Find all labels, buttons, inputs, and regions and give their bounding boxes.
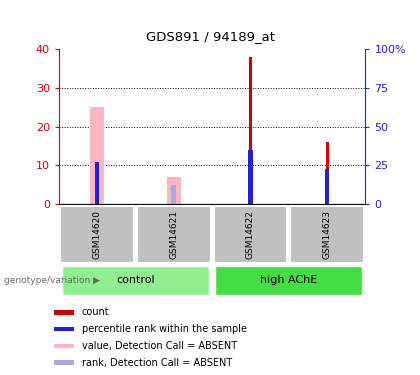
- Bar: [214, 206, 287, 263]
- Text: percentile rank within the sample: percentile rank within the sample: [82, 324, 247, 334]
- Text: GDS891 / 94189_at: GDS891 / 94189_at: [145, 30, 275, 43]
- Bar: [290, 206, 364, 263]
- Bar: [325, 170, 329, 204]
- Text: high AChE: high AChE: [260, 275, 318, 285]
- Text: GSM14621: GSM14621: [169, 210, 178, 259]
- Bar: [54, 310, 74, 315]
- Bar: [248, 150, 253, 204]
- Text: control: control: [116, 275, 155, 285]
- Bar: [326, 142, 328, 204]
- Bar: [95, 162, 100, 204]
- Bar: [137, 206, 210, 263]
- Bar: [62, 266, 209, 295]
- Bar: [54, 327, 74, 332]
- Bar: [90, 107, 104, 204]
- Text: GSM14623: GSM14623: [323, 210, 331, 259]
- Bar: [249, 57, 252, 204]
- Text: count: count: [82, 307, 110, 317]
- Bar: [54, 360, 74, 365]
- Bar: [60, 206, 134, 263]
- Text: value, Detection Call = ABSENT: value, Detection Call = ABSENT: [82, 341, 237, 351]
- Text: genotype/variation ▶: genotype/variation ▶: [4, 276, 100, 285]
- Text: rank, Detection Call = ABSENT: rank, Detection Call = ABSENT: [82, 358, 232, 368]
- Text: GSM14620: GSM14620: [93, 210, 102, 259]
- Bar: [167, 177, 181, 204]
- Bar: [215, 266, 362, 295]
- Text: GSM14622: GSM14622: [246, 210, 255, 259]
- Bar: [171, 185, 176, 204]
- Bar: [54, 344, 74, 348]
